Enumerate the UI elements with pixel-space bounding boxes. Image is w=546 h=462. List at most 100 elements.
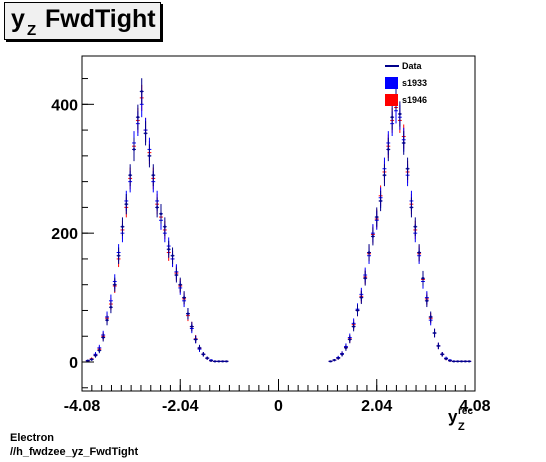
data-point bbox=[432, 328, 437, 338]
point-marker bbox=[179, 283, 182, 286]
point-marker bbox=[113, 283, 116, 286]
point-marker bbox=[414, 225, 417, 228]
data-point bbox=[417, 244, 422, 261]
data-point bbox=[448, 359, 452, 362]
point-marker bbox=[468, 360, 471, 363]
point-marker bbox=[368, 251, 371, 254]
data-point bbox=[108, 301, 113, 314]
data-point bbox=[224, 360, 229, 363]
data-point bbox=[178, 277, 183, 292]
plot-frame bbox=[81, 55, 476, 392]
series-data bbox=[85, 78, 472, 363]
x-tick-label: 0 bbox=[274, 398, 283, 415]
point-marker bbox=[198, 346, 201, 349]
series-s1946 bbox=[85, 84, 472, 363]
data-point bbox=[147, 144, 152, 168]
title-rest: FwdTight bbox=[45, 5, 156, 33]
data-point bbox=[116, 247, 121, 264]
point-marker bbox=[86, 359, 89, 362]
point-marker bbox=[225, 360, 228, 363]
point-marker bbox=[441, 353, 444, 356]
point-marker bbox=[221, 360, 224, 363]
data-point bbox=[201, 352, 206, 357]
point-marker bbox=[183, 296, 186, 299]
data-point bbox=[143, 121, 148, 146]
data-point bbox=[89, 358, 94, 361]
point-marker bbox=[167, 248, 170, 251]
data-point bbox=[351, 321, 356, 332]
point-marker bbox=[360, 296, 363, 299]
data-point bbox=[344, 344, 348, 351]
point-marker bbox=[352, 325, 355, 328]
point-marker bbox=[344, 346, 347, 349]
data-point bbox=[370, 227, 375, 246]
point-marker bbox=[90, 358, 93, 361]
point-marker bbox=[383, 174, 386, 177]
point-marker bbox=[136, 116, 139, 119]
data-point bbox=[97, 347, 102, 354]
data-point bbox=[139, 78, 144, 105]
legend-item-s1946: s1946 bbox=[385, 94, 427, 106]
data-point bbox=[367, 244, 371, 261]
data-point bbox=[120, 217, 125, 237]
data-point bbox=[382, 164, 387, 187]
data-point bbox=[467, 360, 472, 363]
point-marker bbox=[402, 141, 405, 144]
data-point bbox=[444, 357, 449, 361]
point-marker bbox=[175, 274, 178, 277]
y-tick-label: 200 bbox=[51, 226, 78, 243]
data-point bbox=[455, 360, 460, 363]
legend-swatch bbox=[385, 94, 398, 106]
point-marker bbox=[348, 338, 351, 341]
data-point bbox=[421, 270, 425, 286]
data-point bbox=[151, 164, 156, 187]
legend-item-s1933: s1933 bbox=[385, 77, 427, 89]
data-point bbox=[401, 131, 406, 155]
data-point bbox=[451, 360, 456, 363]
point-marker bbox=[371, 235, 374, 238]
point-marker bbox=[213, 360, 216, 363]
x-tick-label: -2.04 bbox=[162, 398, 199, 415]
data-point bbox=[332, 358, 337, 362]
data-point bbox=[428, 311, 433, 323]
data-point bbox=[101, 333, 106, 342]
legend-swatch bbox=[385, 77, 398, 89]
data-point bbox=[166, 240, 171, 258]
footer-line-1: Electron bbox=[10, 432, 55, 444]
legend-label: s1933 bbox=[402, 78, 427, 88]
data-point bbox=[424, 294, 429, 308]
data-point bbox=[105, 314, 109, 326]
point-marker bbox=[210, 359, 213, 362]
point-marker bbox=[406, 167, 409, 170]
point-marker bbox=[375, 216, 378, 219]
point-marker bbox=[98, 349, 101, 352]
data-point bbox=[459, 360, 464, 363]
data-point bbox=[440, 352, 445, 357]
x-axis-label-sup: rec bbox=[458, 406, 473, 417]
data-point bbox=[359, 291, 364, 305]
point-marker bbox=[421, 277, 424, 280]
point-marker bbox=[364, 277, 367, 280]
legend: Data s1933 s1946 bbox=[385, 61, 427, 106]
data-point bbox=[174, 267, 179, 283]
point-marker bbox=[140, 90, 143, 93]
x-tick-label: 2.04 bbox=[361, 398, 392, 415]
data-point bbox=[155, 197, 160, 218]
point-marker bbox=[194, 338, 197, 341]
data-point bbox=[413, 217, 418, 237]
footer-line-2: //h_fwdzee_yz_FwdTight bbox=[10, 446, 139, 458]
point-marker bbox=[129, 174, 132, 177]
data-point bbox=[135, 104, 140, 130]
x-tick-label: 4.08 bbox=[459, 398, 490, 415]
data-point bbox=[386, 137, 391, 162]
point-marker bbox=[452, 360, 455, 363]
data-point bbox=[205, 356, 210, 360]
point-marker bbox=[148, 154, 151, 157]
point-marker bbox=[448, 359, 451, 362]
data-point bbox=[220, 360, 225, 363]
point-marker bbox=[152, 174, 155, 177]
point-marker bbox=[337, 357, 340, 360]
point-marker bbox=[425, 299, 428, 302]
point-marker bbox=[156, 206, 159, 209]
legend-label: s1946 bbox=[402, 95, 427, 105]
